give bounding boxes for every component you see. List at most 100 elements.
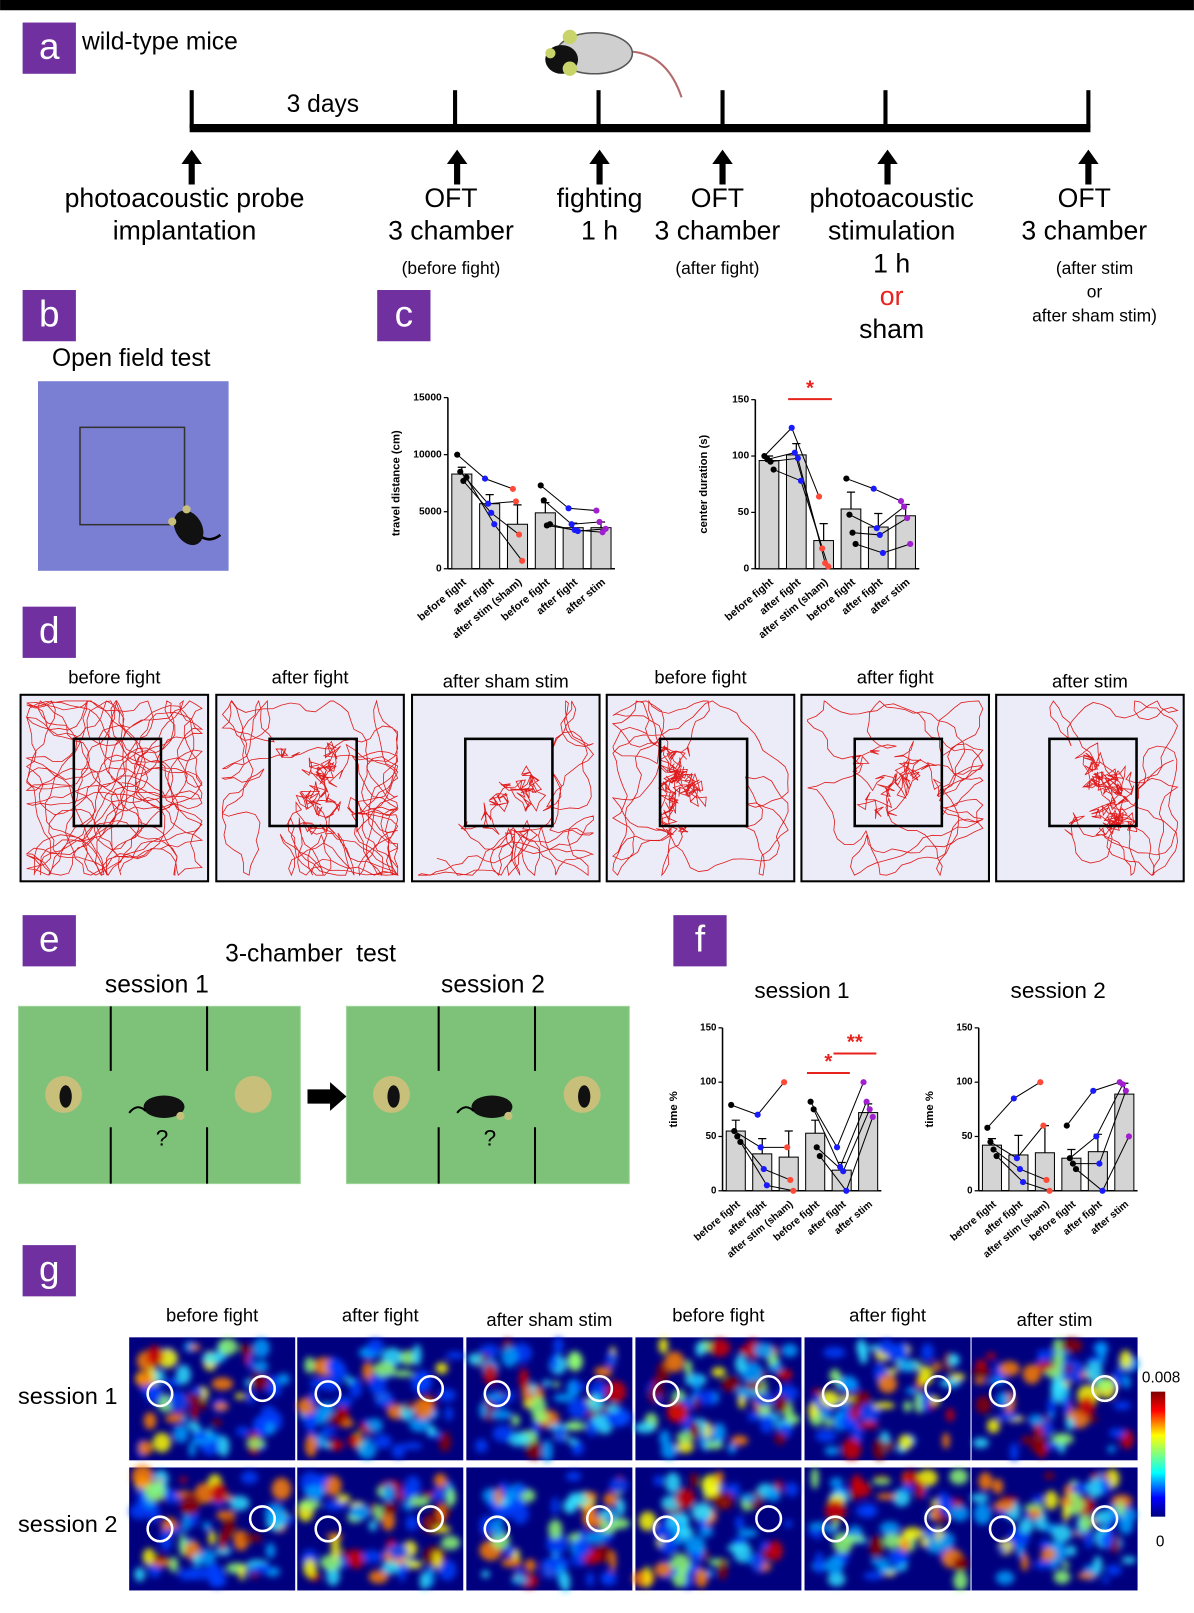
heatmap-column-title: after stim: [1017, 1309, 1093, 1330]
heat-blob: [328, 1439, 344, 1451]
panel-label: g: [39, 1248, 60, 1289]
heat-blob: [347, 1549, 365, 1569]
panel-label: e: [39, 919, 60, 960]
heat-blob: [319, 1376, 341, 1392]
data-point: [454, 451, 461, 458]
heat-blob: [412, 1344, 422, 1366]
heat-blob: [483, 1393, 505, 1400]
heat-blob: [252, 1338, 270, 1358]
heat-blob: [179, 1534, 187, 1557]
heat-blob: [219, 1531, 227, 1553]
heat-blob: [546, 1533, 568, 1555]
three-chamber-arenas: [18, 1005, 630, 1185]
cup-marker: [755, 1374, 783, 1403]
event-note: (after stim: [1056, 258, 1133, 278]
data-point: [866, 1106, 873, 1113]
data-point: [869, 1113, 876, 1120]
heatmap: [804, 1467, 971, 1591]
data-point: [519, 557, 526, 564]
panel-label-box: [22, 290, 76, 342]
heat-blob: [879, 1521, 900, 1536]
heat-blob: [704, 1441, 724, 1450]
heat-blob: [695, 1341, 705, 1357]
heat-blob: [1094, 1378, 1114, 1391]
heat-blob: [1033, 1560, 1054, 1570]
panel-label-box: [22, 606, 76, 658]
data-point: [849, 529, 856, 536]
heat-blob: [211, 1418, 222, 1427]
heat-blob: [609, 1550, 617, 1572]
heat-blob: [365, 1436, 372, 1444]
event-label: 1 h: [581, 216, 618, 246]
heat-blob: [507, 1432, 530, 1447]
data-point: [879, 549, 886, 557]
data-point: [846, 511, 853, 518]
y-tick-label: 50: [962, 1131, 973, 1142]
heat-blob: [653, 1475, 665, 1487]
heat-blob: [208, 1574, 227, 1588]
heat-blob: [400, 1350, 417, 1366]
heat-blob: [973, 1502, 992, 1525]
heat-blob: [741, 1362, 763, 1385]
heat-blob: [1070, 1482, 1090, 1495]
track-title: before fight: [68, 666, 160, 687]
cup-marker: [416, 1374, 445, 1403]
heat-blob: [986, 1418, 1000, 1434]
heat-blob: [567, 1437, 578, 1445]
cup-marker: [585, 1505, 614, 1533]
heatmap: [971, 1337, 1140, 1462]
heat-blob: [676, 1440, 694, 1454]
data-point: [512, 498, 520, 505]
heat-blob: [381, 1510, 395, 1531]
heat-blob: [483, 1363, 498, 1385]
heat-blob: [823, 1418, 834, 1427]
data-point: [870, 485, 877, 492]
heat-blob: [427, 1425, 437, 1437]
heat-blob: [814, 1532, 823, 1540]
track-title: after fight: [272, 666, 349, 687]
heat-blob: [897, 1359, 918, 1372]
heat-blob: [584, 1492, 598, 1500]
heat-blob: [689, 1421, 701, 1440]
data-point: [790, 1187, 797, 1194]
heat-blob: [304, 1485, 325, 1500]
heat-blob: [737, 1528, 758, 1538]
heat-blob: [247, 1389, 255, 1405]
heat-blob: [824, 1446, 840, 1456]
heat-blob: [1051, 1433, 1074, 1445]
data-point: [1072, 1165, 1080, 1173]
heat-blob: [129, 1503, 151, 1520]
error-bar: [874, 512, 883, 528]
event-label: sham: [859, 314, 924, 344]
data-point: [876, 531, 883, 539]
bar: [534, 512, 556, 570]
heat-blob: [1121, 1556, 1137, 1564]
heatmap-blobs: [479, 1471, 630, 1593]
heat-blob: [208, 1530, 216, 1546]
heat-blob: [712, 1422, 726, 1443]
heat-blob: [373, 1361, 396, 1377]
y-axis-label: time %: [924, 1091, 936, 1127]
bar: [1034, 1152, 1055, 1192]
heat-blob: [168, 1556, 179, 1573]
heat-blob: [915, 1480, 926, 1499]
heat-blob: [880, 1565, 903, 1573]
panel-label-box: [22, 1245, 76, 1297]
heat-blob: [1118, 1516, 1134, 1535]
heat-blob: [684, 1359, 693, 1377]
heat-blob: [146, 1345, 164, 1367]
heat-blob: [143, 1412, 157, 1430]
heat-blob: [1112, 1368, 1123, 1387]
heatmap-row-label: session 2: [18, 1511, 117, 1537]
data-point: [728, 1101, 735, 1109]
panel-label-box: [673, 915, 727, 967]
heat-blob: [391, 1443, 406, 1459]
track: [220, 699, 399, 877]
heat-blob: [236, 1426, 250, 1437]
unknown-label: ?: [156, 1126, 169, 1151]
heat-blob: [172, 1424, 189, 1443]
heat-blob: [549, 1353, 559, 1372]
heat-blob: [1044, 1367, 1063, 1379]
bar: [858, 1112, 879, 1192]
heat-blob: [609, 1477, 629, 1493]
